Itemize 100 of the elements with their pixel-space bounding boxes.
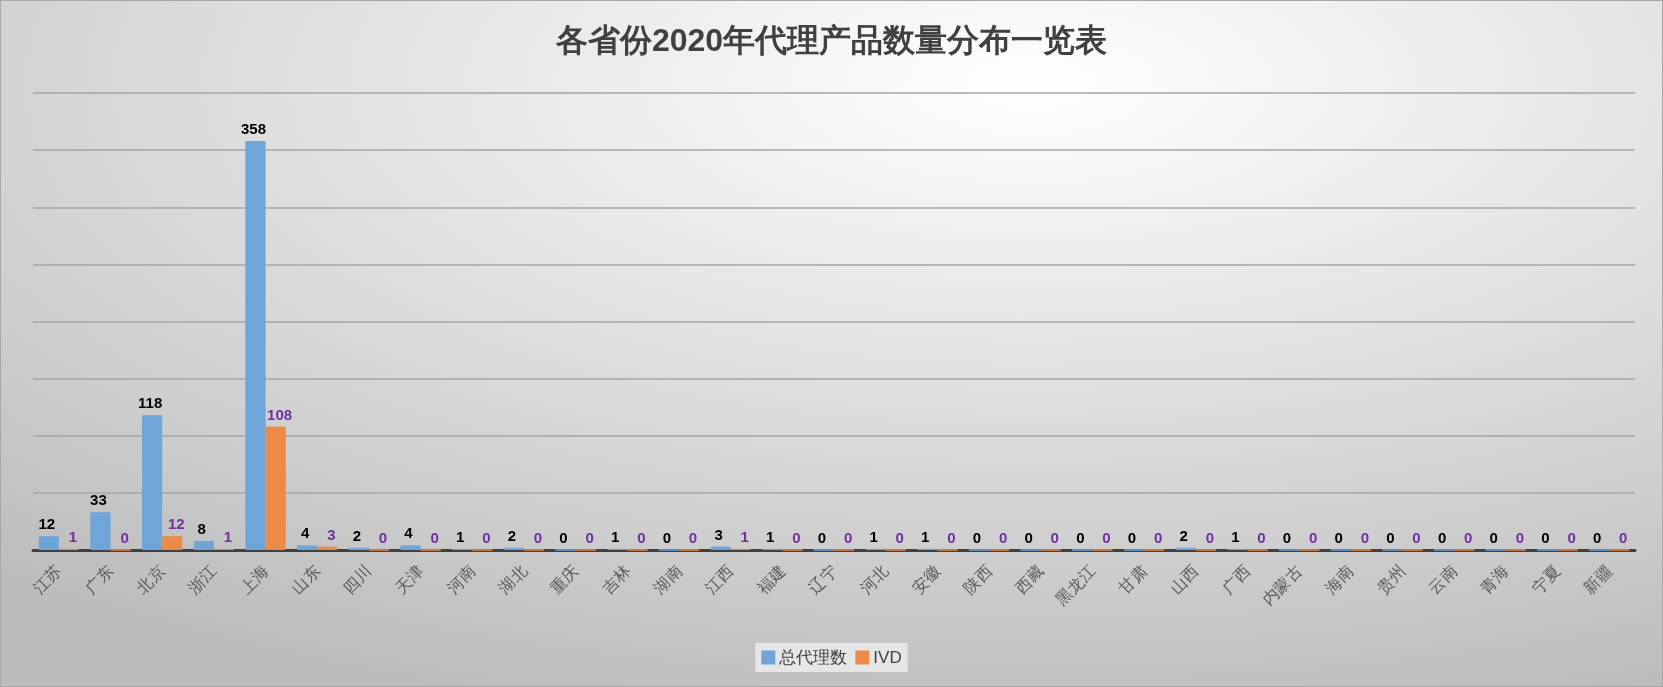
data-label: 0: [1360, 528, 1370, 546]
x-tick-label: 天津: [391, 561, 427, 597]
x-tick-label: 吉林: [598, 561, 634, 597]
x-tick-label: 广东: [81, 561, 117, 597]
x-tick-label: 山东: [288, 561, 324, 597]
data-label: 0: [637, 528, 646, 546]
data-label: 1: [766, 527, 775, 545]
data-label: 1: [223, 527, 233, 545]
data-label: 4: [300, 524, 310, 542]
data-label: 0: [1024, 528, 1033, 546]
bar: [297, 545, 318, 550]
data-label: 0: [817, 528, 827, 546]
data-label: 0: [430, 528, 439, 546]
data-label: 3: [714, 525, 723, 543]
x-tick-label: 河南: [443, 561, 479, 597]
data-label: 8: [197, 519, 206, 537]
data-label: 0: [1464, 528, 1473, 546]
x-tick-label: 黑龙江: [1052, 561, 1099, 608]
x-tick-label: 云南: [1425, 561, 1461, 597]
data-label: 0: [1437, 528, 1447, 546]
data-label: 118: [138, 394, 163, 412]
bar: [142, 415, 163, 550]
x-tick-label: 山西: [1167, 561, 1202, 597]
bar: [38, 536, 59, 550]
x-tick-label: 青海: [1477, 561, 1512, 597]
data-label: 0: [1050, 528, 1059, 546]
x-tick-label: 辽宁: [805, 561, 841, 597]
bar: [162, 536, 183, 550]
data-label: 1: [1231, 527, 1240, 545]
data-label: 108: [267, 405, 293, 423]
x-tick-label: 甘肃: [1115, 561, 1151, 597]
data-label: 0: [792, 528, 801, 546]
x-tick-label: 西藏: [1012, 561, 1047, 597]
data-label: 1: [456, 527, 465, 545]
data-label: 1: [611, 527, 620, 545]
data-label: 0: [1205, 528, 1214, 546]
data-label: 0: [1489, 528, 1498, 546]
data-label: 0: [482, 528, 491, 546]
data-label: 0: [1102, 528, 1111, 546]
data-label: 0: [559, 528, 568, 546]
x-tick-label: 重庆: [546, 561, 582, 597]
x-tick-label: 新疆: [1580, 561, 1616, 597]
data-label: 0: [1515, 528, 1525, 546]
data-label: 3: [327, 525, 336, 543]
data-label: 0: [1309, 528, 1318, 546]
data-label: 0: [585, 528, 594, 546]
x-tick-label: 浙江: [185, 561, 220, 597]
data-label: 0: [1153, 528, 1163, 546]
data-label: 0: [1567, 528, 1576, 546]
x-tick-label: 安徽: [908, 561, 944, 597]
data-label: 0: [843, 528, 853, 546]
data-label: 0: [662, 528, 672, 546]
data-label: 0: [895, 528, 904, 546]
data-label: 0: [998, 528, 1008, 546]
bar: [710, 546, 731, 550]
data-label: 0: [1592, 528, 1602, 546]
x-tick-label: 海南: [1322, 561, 1357, 597]
data-label: 0: [1127, 528, 1137, 546]
bar: [317, 546, 338, 550]
data-label: 0: [688, 528, 698, 546]
data-label: 0: [1386, 528, 1395, 546]
data-label: 0: [972, 528, 982, 546]
x-tick-label: 内蒙古: [1259, 561, 1306, 608]
data-label: 12: [167, 515, 185, 533]
data-label: 12: [38, 515, 56, 533]
x-tick-label: 广西: [1218, 561, 1254, 597]
data-label: 4: [404, 524, 414, 542]
x-tick-label: 宁夏: [1528, 561, 1564, 597]
bar: [193, 540, 214, 550]
data-label: 2: [352, 526, 361, 544]
data-label: 0: [1257, 528, 1266, 546]
data-label: 1: [740, 527, 749, 545]
x-tick-label: 四川: [340, 561, 375, 597]
data-label: 0: [947, 528, 956, 546]
x-tick-label: 贵州: [1373, 561, 1409, 597]
data-label: 358: [240, 119, 266, 137]
x-tick-label: 上海: [236, 561, 272, 597]
x-tick-label: 江西: [702, 561, 737, 597]
data-label: 0: [533, 528, 543, 546]
x-tick-label: 湖南: [650, 561, 685, 597]
data-label: 1: [68, 527, 78, 545]
data-label: 0: [1541, 528, 1550, 546]
legend-label: 总代理数: [778, 648, 848, 667]
data-label: 0: [1619, 528, 1628, 546]
x-tick-label: 江苏: [30, 561, 65, 597]
data-label: 0: [1412, 528, 1421, 546]
data-label: 0: [1076, 528, 1085, 546]
bar: [90, 512, 111, 550]
x-tick-label: 陕西: [960, 561, 996, 597]
data-label: 33: [90, 491, 107, 509]
bar: [245, 140, 266, 550]
x-tick-label: 福建: [753, 561, 789, 597]
x-tick-label: 北京: [133, 561, 169, 597]
data-label: 0: [1334, 528, 1343, 546]
data-label: 1: [869, 527, 878, 545]
bar: [265, 426, 286, 550]
bar: [400, 545, 421, 550]
legend-label: IVD: [873, 648, 902, 667]
data-label: 0: [378, 528, 388, 546]
data-label: 1: [921, 527, 930, 545]
